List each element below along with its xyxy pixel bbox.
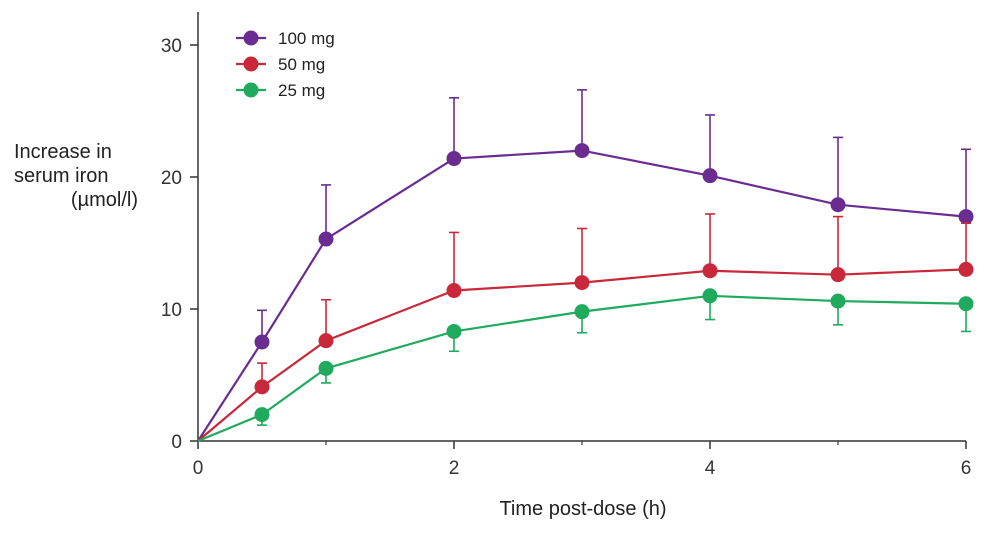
data-point — [958, 261, 974, 277]
legend-item: 25 mg — [236, 81, 325, 100]
series-layer — [197, 89, 974, 443]
series-50-mg — [197, 213, 974, 442]
x-tick-label: 0 — [193, 458, 204, 479]
series-25-mg — [197, 288, 974, 443]
y-axis-label-line-2: serum iron — [14, 165, 109, 187]
x-tick-label: 4 — [705, 458, 716, 479]
data-point — [318, 360, 334, 376]
legend-marker — [243, 56, 259, 72]
data-point — [574, 143, 590, 159]
legend-marker — [243, 82, 259, 98]
legend-item: 50 mg — [236, 55, 325, 74]
series-line — [197, 149, 967, 442]
data-point — [254, 407, 270, 423]
data-point — [830, 293, 846, 309]
data-point — [254, 379, 270, 395]
series-line — [197, 294, 967, 443]
legend-label: 50 mg — [278, 55, 325, 74]
legend-label: 25 mg — [278, 81, 325, 100]
data-point — [446, 283, 462, 299]
y-axis-label-line-1: Increase in — [14, 141, 112, 163]
legend-label: 100 mg — [278, 29, 335, 48]
legend: 100 mg 50 mg 25 mg — [236, 29, 335, 100]
data-point — [958, 296, 974, 312]
legend-item: 100 mg — [236, 29, 335, 48]
data-point — [830, 267, 846, 283]
y-tick-label: 10 — [161, 300, 182, 321]
data-point — [254, 334, 270, 350]
data-point — [574, 304, 590, 320]
data-point — [446, 151, 462, 167]
y-axis-label-line-3: (µmol/l) — [70, 189, 138, 211]
data-point — [574, 275, 590, 291]
x-axis-label: Time post-dose (h) — [499, 498, 667, 520]
legend-marker — [243, 30, 259, 46]
y-tick-label: 30 — [161, 36, 182, 57]
data-point — [702, 168, 718, 184]
data-point — [958, 209, 974, 225]
x-tick-label: 2 — [449, 458, 460, 479]
axes: 0 10 20 30 0 2 4 6 — [161, 12, 971, 479]
y-tick-label: 20 — [161, 168, 182, 189]
data-point — [446, 323, 462, 339]
data-point — [318, 231, 334, 247]
data-point — [830, 197, 846, 213]
series-line — [197, 268, 967, 442]
y-tick-label: 0 — [171, 432, 182, 453]
series-100-mg — [197, 89, 974, 442]
data-point — [702, 263, 718, 279]
x-tick-label: 6 — [961, 458, 972, 479]
data-point — [318, 333, 334, 349]
data-point — [702, 288, 718, 304]
y-axis-label: Increase in serum iron (µmol/l) — [14, 140, 138, 212]
